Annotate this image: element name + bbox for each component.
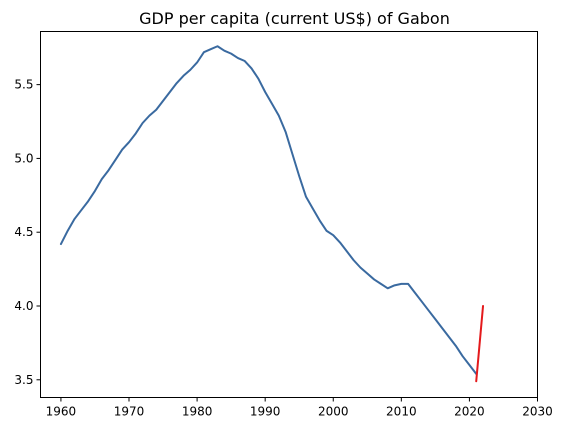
chart-title: GDP per capita (current US$) of Gabon (139, 9, 450, 28)
x-tick-label: 2010 (386, 405, 417, 419)
x-tick-label: 1960 (46, 405, 77, 419)
x-tick-label: 1970 (114, 405, 145, 419)
x-tick-label: 2000 (318, 405, 349, 419)
y-tick-label: 4.5 (14, 225, 33, 239)
x-tick-label: 2020 (454, 405, 485, 419)
y-tick-label: 3.5 (14, 373, 33, 387)
series-line-tail (475, 305, 485, 383)
x-tick-label: 1980 (182, 405, 213, 419)
series-line-main (59, 45, 478, 375)
x-tick-label: 1990 (250, 405, 281, 419)
axes: 1960 1970 1980 1990 2000 2010 2020 2030 3.5 4.0 4.… (14, 78, 552, 419)
y-tick-label: 4.0 (14, 299, 33, 313)
plot-frame (40, 31, 538, 398)
x-tick-label: 2030 (522, 405, 553, 419)
y-tick-label: 5.5 (14, 78, 33, 92)
y-tick-label: 5.0 (14, 151, 33, 165)
series-layer (59, 45, 485, 383)
